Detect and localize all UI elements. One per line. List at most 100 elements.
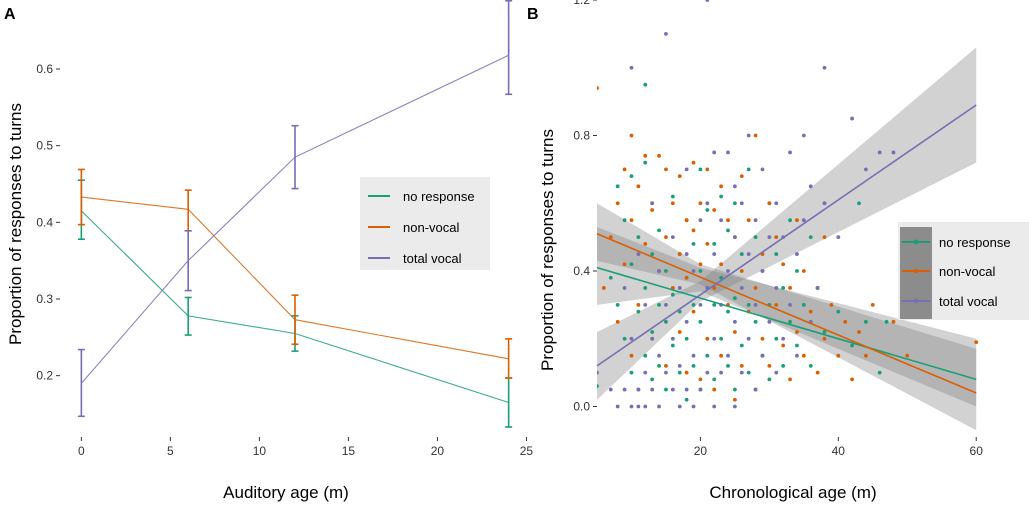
point-total-vocal-56: [732, 184, 737, 189]
point-non-vocal-42: [719, 262, 724, 267]
errorbar-non-vocal-3: [505, 338, 513, 379]
point-no-response-41: [698, 269, 703, 273]
point-total-vocal-8: [636, 404, 641, 409]
point-non-vocal-85: [974, 340, 979, 345]
point-no-response-16: [650, 377, 655, 382]
point-no-response-89: [884, 319, 889, 324]
point-non-vocal-20: [664, 167, 668, 172]
point-non-vocal-17: [657, 153, 661, 158]
point-total-vocal-81: [801, 133, 806, 138]
point-non-vocal-55: [753, 286, 758, 290]
point-no-response-1: [608, 275, 613, 280]
point-no-response-88: [877, 370, 882, 375]
point-no-response-49: [719, 336, 724, 341]
point-non-vocal-43: [719, 184, 724, 189]
point-non-vocal-2: [608, 235, 613, 240]
point-non-vocal-26: [684, 370, 689, 375]
point-total-vocal-78: [795, 353, 799, 358]
x-tick-label-a-0: 0: [78, 444, 85, 458]
point-no-response-32: [684, 397, 689, 402]
point-total-vocal-26: [677, 404, 682, 409]
panel-label-a: A: [4, 6, 16, 23]
point-total-vocal-44: [712, 336, 717, 341]
point-no-response-57: [732, 201, 737, 206]
point-no-response-36: [691, 363, 696, 368]
point-no-response-78: [801, 302, 806, 307]
point-non-vocal-39: [712, 286, 717, 290]
y-tick-label-a-4: 0.6: [36, 62, 53, 76]
point-total-vocal-60: [746, 336, 751, 341]
point-no-response-80: [808, 235, 813, 240]
point-non-vocal-51: [739, 174, 744, 179]
point-no-response-20: [657, 363, 661, 368]
point-no-response-3: [615, 184, 620, 189]
errorbar-total-vocal-2: [291, 124, 299, 190]
point-non-vocal-68: [795, 218, 799, 223]
point-non-vocal-76: [829, 302, 834, 307]
point-non-vocal-74: [822, 336, 827, 341]
point-non-vocal-3: [615, 319, 620, 324]
point-non-vocal-79: [850, 377, 855, 382]
point-no-response-51: [719, 194, 724, 199]
point-total-vocal-85: [822, 201, 827, 206]
point-total-vocal-27: [677, 363, 682, 368]
point-non-vocal-78: [843, 319, 848, 324]
point-no-response-43: [705, 353, 710, 358]
point-no-response-10: [636, 309, 641, 314]
point-total-vocal-17: [657, 404, 661, 409]
point-total-vocal-24: [670, 336, 675, 341]
point-total-vocal-5: [629, 404, 634, 409]
errorbar-no-response-1: [184, 296, 192, 336]
point-no-response-60: [746, 370, 751, 375]
point-total-vocal-55: [732, 235, 737, 240]
point-total-vocal-62: [746, 133, 751, 138]
point-total-vocal-15: [650, 336, 655, 341]
point-non-vocal-35: [705, 336, 710, 341]
panel-b: B 20 40 60 0.0 0.4 0.8 1.2 Chronological age (…: [527, 0, 1029, 502]
point-no-response-25: [664, 269, 668, 273]
point-total-vocal-72: [774, 286, 779, 290]
point-non-vocal-36: [705, 242, 710, 246]
point-no-response-47: [712, 302, 717, 307]
point-non-vocal-11: [636, 184, 641, 189]
point-total-vocal-28: [677, 286, 682, 290]
point-non-vocal-57: [760, 336, 765, 341]
line-total-vocal-a: [80, 54, 509, 384]
confidence-band-total-vocal: [597, 47, 977, 400]
point-non-vocal-81: [863, 353, 868, 358]
point-total-vocal-10: [636, 252, 641, 256]
point-total-vocal-88: [850, 116, 855, 121]
legend-key-dot-non-vocal-b: [913, 268, 919, 274]
point-non-vocal-24: [677, 252, 682, 256]
point-total-vocal-59: [739, 201, 744, 206]
x-tick-label-a-1: 5: [167, 444, 174, 458]
confidence-band-no-response: [597, 226, 977, 407]
y-axis-title-a: Proportion of responses to turns: [6, 103, 25, 345]
point-no-response-7: [629, 262, 634, 267]
point-total-vocal-21: [664, 302, 668, 307]
point-no-response-76: [795, 343, 799, 348]
point-no-response-70: [774, 336, 779, 341]
line-non-vocal-a: [81, 196, 509, 360]
point-no-response-27: [670, 292, 675, 297]
errorbar-total-vocal-3: [505, 0, 513, 96]
legend-label-non-vocal-a: non-vocal: [403, 220, 459, 235]
point-non-vocal-46: [732, 397, 737, 402]
point-non-vocal-53: [746, 218, 751, 223]
point-total-vocal-46: [712, 150, 717, 155]
legend-background-a: [360, 177, 490, 270]
point-total-vocal-9: [636, 387, 641, 392]
point-non-vocal-71: [808, 309, 813, 314]
x-tick-label-b-1: 40: [832, 444, 846, 458]
point-no-response-55: [732, 387, 737, 392]
point-non-vocal-45: [726, 218, 730, 223]
point-non-vocal-1: [601, 286, 606, 290]
point-no-response-4: [622, 336, 627, 341]
point-non-vocal-28: [684, 218, 689, 223]
point-total-vocal-49: [719, 218, 724, 223]
legend-a: no response non-vocal total vocal: [360, 177, 490, 270]
point-non-vocal-38: [712, 387, 717, 392]
point-total-vocal-3: [622, 387, 627, 392]
point-no-response-2: [615, 302, 620, 307]
point-total-vocal-84: [815, 286, 820, 290]
